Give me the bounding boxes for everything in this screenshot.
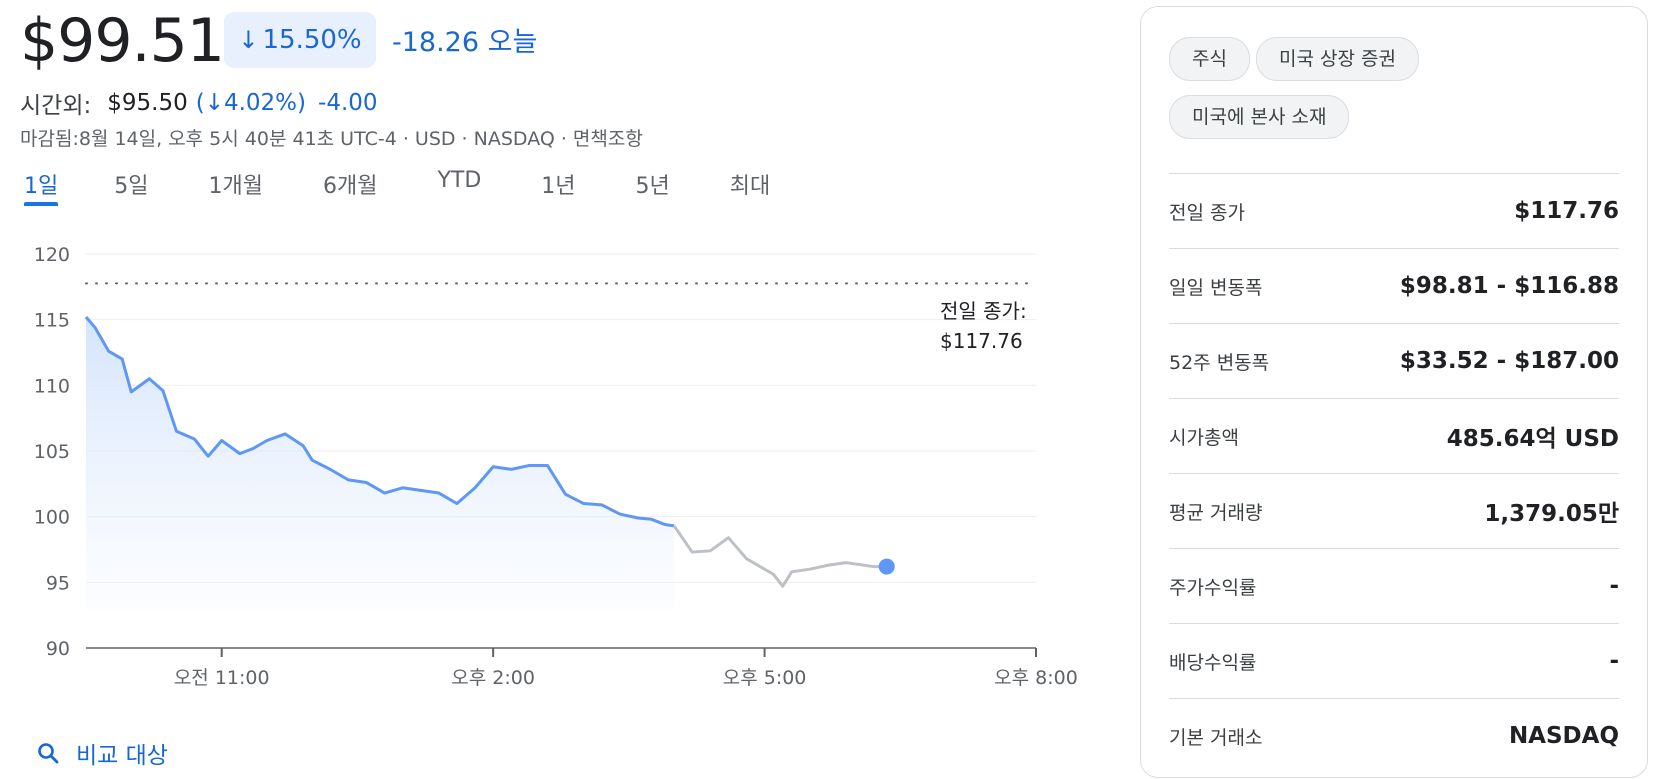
tab-max[interactable]: 최대: [729, 174, 771, 199]
x-tick-label: 오후 2:00: [451, 667, 535, 689]
stat-value: 485.64억 USD: [1446, 426, 1619, 452]
search-icon: [38, 743, 59, 764]
y-tick-label: 105: [34, 441, 70, 463]
stats-panel: 주식 미국 상장 증권 미국에 본사 소재 전일 종가 $117.76 일일 변동…: [1140, 6, 1648, 778]
chip-us-headquartered[interactable]: 미국에 본사 소재: [1169, 95, 1350, 139]
compare-button[interactable]: 비교 대상: [36, 736, 168, 770]
stat-label: 시가총액: [1169, 426, 1239, 449]
stat-value: $98.81 - $116.88: [1399, 273, 1619, 299]
stat-value: NASDAQ: [1508, 723, 1619, 749]
tab-1d[interactable]: 1일: [20, 168, 62, 208]
stat-label: 평균 거래량: [1169, 501, 1263, 524]
change-absolute: -18.26 오늘: [392, 27, 538, 58]
tab-5y[interactable]: 5년: [635, 174, 670, 199]
after-hours-row: 시간외: $95.50 (↓4.02%) -4.00: [20, 86, 378, 120]
change-percent: 15.50%: [262, 25, 362, 55]
after-hours-price: $95.50: [107, 90, 188, 116]
after-hours-label: 시간외:: [20, 93, 92, 119]
y-tick-label: 110: [34, 375, 70, 397]
x-tick-label: 오후 5:00: [723, 667, 807, 689]
current-price: $99.51: [20, 6, 225, 76]
compare-label: 비교 대상: [76, 743, 168, 769]
prev-close-annotation: 전일 종가: $117.76: [940, 296, 1027, 356]
stat-value: -: [1609, 573, 1619, 599]
stat-pe-ratio: 주가수익률 -: [1169, 548, 1619, 623]
stat-52w-range: 52주 변동폭 $33.52 - $187.00: [1169, 323, 1619, 398]
after-hours-line: [672, 525, 887, 588]
regular-session-line: [84, 316, 675, 528]
current-price-marker: [878, 558, 895, 575]
change-percent-chip: ↓ 15.50%: [224, 12, 376, 68]
stat-value: $33.52 - $187.00: [1399, 348, 1619, 374]
stat-label: 일일 변동폭: [1169, 276, 1263, 299]
y-tick-label: 100: [34, 507, 70, 529]
after-hours-percent: (↓4.02%): [195, 90, 307, 116]
down-arrow-icon: ↓: [238, 26, 259, 54]
chip-us-listed[interactable]: 미국 상장 증권: [1255, 37, 1419, 81]
y-tick-label: 90: [46, 638, 70, 660]
y-tick-label: 115: [34, 310, 70, 332]
tab-ytd[interactable]: YTD: [437, 168, 482, 193]
stat-label: 배당수익률: [1169, 651, 1257, 674]
stat-label: 기본 거래소: [1169, 726, 1263, 749]
x-tick-label: 오후 8:00: [994, 667, 1078, 689]
stat-value: $117.76: [1514, 198, 1619, 224]
stat-label: 52주 변동폭: [1169, 351, 1270, 374]
y-tick-label: 95: [46, 572, 70, 594]
range-tabs: 1일 5일 1개월 6개월 YTD 1년 5년 최대: [20, 168, 774, 208]
stat-label: 주가수익률: [1169, 576, 1257, 599]
stat-label: 전일 종가: [1169, 201, 1245, 224]
stat-value: 1,379.05만: [1484, 501, 1619, 527]
x-tick-label: 오전 11:00: [174, 667, 270, 689]
stat-prev-close: 전일 종가 $117.76: [1169, 173, 1619, 248]
prev-close-annotation-value: $117.76: [940, 329, 1023, 353]
stat-primary-exchange: 기본 거래소 NASDAQ: [1169, 698, 1619, 773]
prev-close-annotation-label: 전일 종가:: [940, 299, 1027, 323]
y-tick-label: 120: [34, 244, 70, 266]
stat-avg-volume: 평균 거래량 1,379.05만: [1169, 473, 1619, 548]
category-chips: 주식 미국 상장 증권 미국에 본사 소재: [1169, 37, 1629, 153]
tab-5d[interactable]: 5일: [114, 174, 149, 199]
after-hours-change: -4.00: [318, 90, 378, 116]
stat-market-cap: 시가총액 485.64억 USD: [1169, 398, 1619, 473]
stat-day-range: 일일 변동폭 $98.81 - $116.88: [1169, 248, 1619, 323]
market-closed-note: 마감됨:8월 14일, 오후 5시 40분 41초 UTC-4 · USD · …: [20, 128, 643, 150]
stat-dividend-yield: 배당수익률 -: [1169, 623, 1619, 698]
tab-6m[interactable]: 6개월: [322, 174, 378, 199]
stat-value: -: [1609, 648, 1619, 674]
price-area-fill: [86, 317, 675, 609]
tab-1y[interactable]: 1년: [541, 174, 576, 199]
tab-1m[interactable]: 1개월: [208, 174, 263, 199]
chip-stock[interactable]: 주식: [1169, 37, 1250, 81]
price-chart[interactable]: 120 115 110 105 100 95 90 오전 11:00 오후 2:00 오후 5:0…: [0, 230, 1100, 700]
quote-section: $99.51 ↓ 15.50% -18.26 오늘 시간외: $95.50 (↓…: [0, 6, 1100, 770]
stats-table: 전일 종가 $117.76 일일 변동폭 $98.81 - $116.88 52…: [1169, 173, 1619, 773]
